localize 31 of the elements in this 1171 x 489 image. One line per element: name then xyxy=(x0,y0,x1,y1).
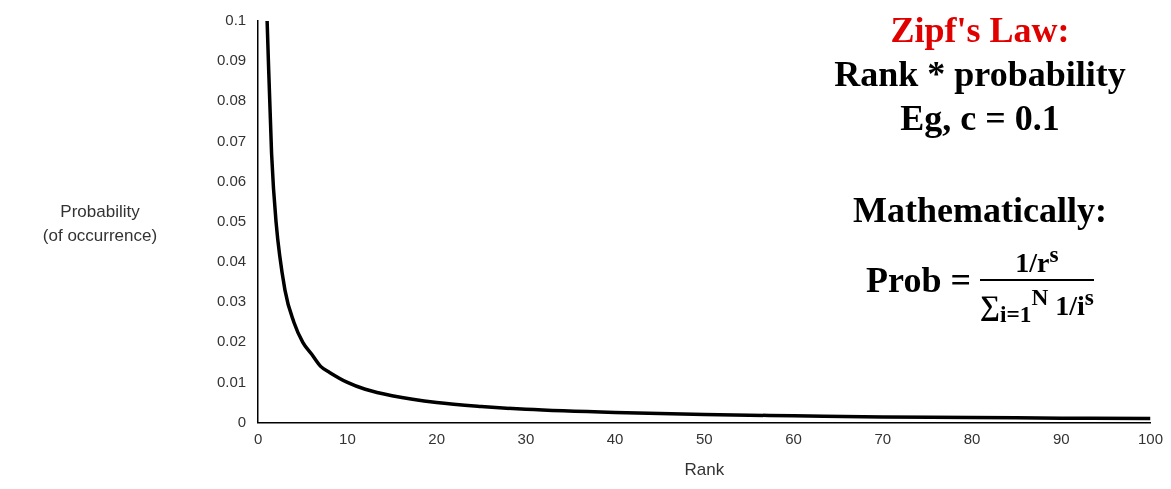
y-tick-label: 0.02 xyxy=(216,332,247,350)
y-tick-label: 0.05 xyxy=(216,211,247,229)
x-tick-label: 20 xyxy=(428,429,445,447)
y-tick-label: 0.09 xyxy=(216,51,247,69)
annotation: Prob = xyxy=(866,260,972,301)
y-tick-label: 0.04 xyxy=(216,252,247,270)
x-tick-label: 40 xyxy=(606,429,624,447)
y-tick-label: 0.01 xyxy=(216,372,247,390)
y-tick-label: 0.07 xyxy=(216,131,247,149)
annotation: Eg, c = 0.1 xyxy=(899,97,1061,140)
annotation: Zipf's Law: xyxy=(889,9,1071,52)
x-tick-label: 10 xyxy=(339,429,356,447)
y-tick-label: 0.06 xyxy=(216,171,247,189)
annotation: Rank * probability xyxy=(833,53,1127,96)
x-axis-title: Rank xyxy=(684,460,725,480)
x-tick-label: 30 xyxy=(517,429,535,447)
x-tick-label: 70 xyxy=(874,429,892,447)
y-axis-title: Probability (of occurrence) xyxy=(41,201,159,247)
y-tick-label: 0.08 xyxy=(216,91,247,109)
y-tick-label: 0 xyxy=(237,412,247,430)
x-tick-label: 0 xyxy=(254,429,263,447)
annotation: ∑$_{i=1}$$^{N}$ 1/i$^{s}$ xyxy=(979,283,1094,330)
x-tick-label: 100 xyxy=(1137,429,1163,447)
x-tick-label: 80 xyxy=(963,429,981,447)
y-tick-label: 0.1 xyxy=(225,11,247,29)
y-tick-label: 0.03 xyxy=(216,292,247,310)
annotation: Mathematically: xyxy=(852,189,1108,232)
annotation: 1/r$^{s}$ xyxy=(979,238,1094,282)
x-tick-label: 90 xyxy=(1052,429,1070,447)
x-tick-label: 60 xyxy=(785,429,802,447)
x-tick-label: 50 xyxy=(696,429,713,447)
